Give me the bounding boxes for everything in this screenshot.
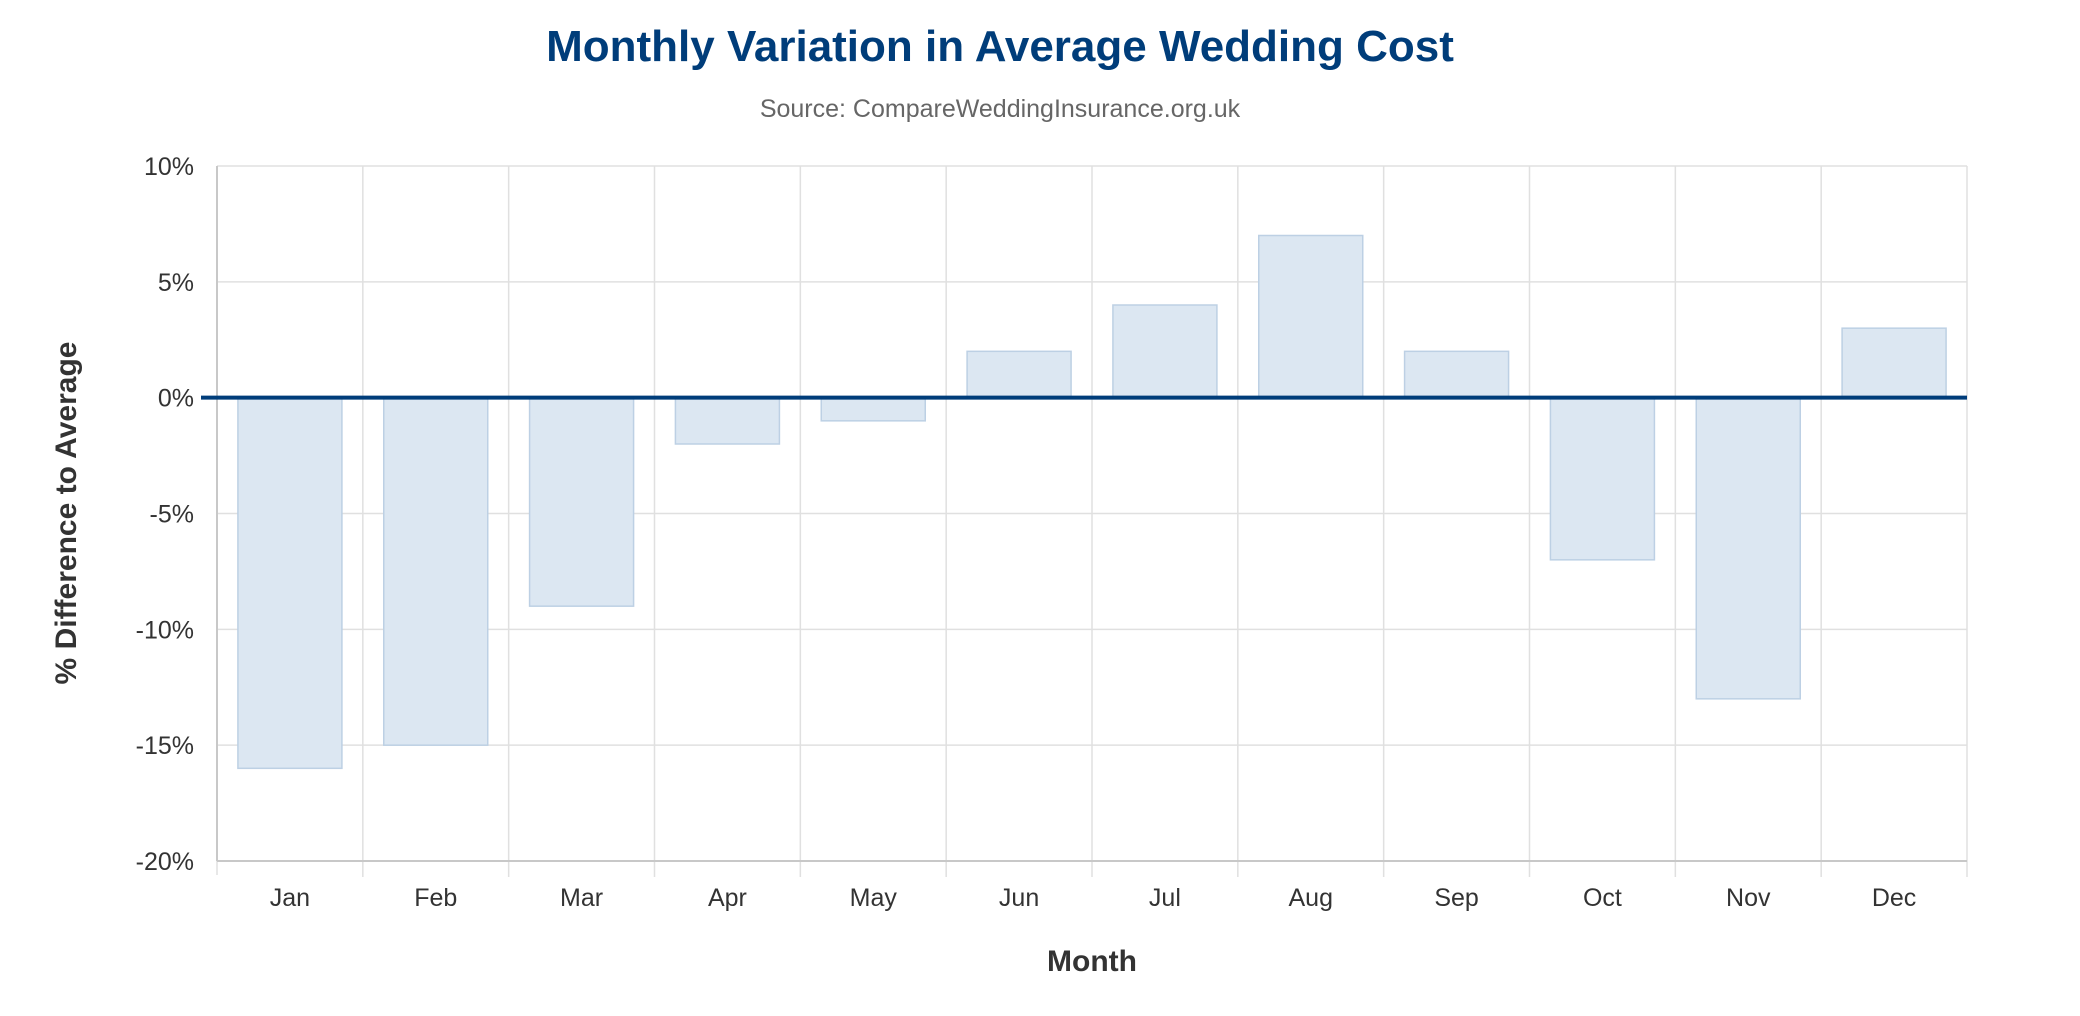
x-tick-label: Jul <box>1149 884 1181 912</box>
x-tick-label: May <box>850 884 898 912</box>
y-tick-label: -15% <box>136 732 194 760</box>
bar-jun[interactable] <box>966 350 1072 399</box>
y-tick-label: -5% <box>150 501 194 529</box>
x-tick-label: Aug <box>1289 884 1333 912</box>
x-tick-label: Jan <box>270 884 310 912</box>
x-tick-label: Sep <box>1434 884 1478 912</box>
bar-nov[interactable] <box>1695 396 1801 700</box>
bar-layer <box>237 234 1947 770</box>
bar-feb[interactable] <box>383 396 489 746</box>
y-tick-label: -20% <box>136 848 194 876</box>
bar-apr[interactable] <box>674 396 781 445</box>
x-tick-label: Mar <box>560 884 603 912</box>
bar-sep[interactable] <box>1403 350 1510 399</box>
x-tick-label: Apr <box>708 884 747 912</box>
y-tick-label: -10% <box>136 616 194 644</box>
y-tick-label: 5% <box>158 269 194 297</box>
bar-aug[interactable] <box>1258 234 1364 399</box>
x-tick-label: Jun <box>999 884 1039 912</box>
x-tick-label: Nov <box>1726 884 1771 912</box>
chart-subtitle: Source: CompareWeddingInsurance.org.uk <box>759 95 1241 123</box>
x-axis-title: Month <box>1047 945 1137 978</box>
x-tick-label: Dec <box>1872 884 1916 912</box>
bar-jul[interactable] <box>1112 304 1218 399</box>
bar-may[interactable] <box>820 396 926 422</box>
chart-title: Monthly Variation in Average Wedding Cos… <box>546 22 1454 71</box>
x-tick-label: Feb <box>414 884 457 912</box>
bar-jan[interactable] <box>237 396 343 770</box>
label-layer: 10% 5% 0% -5% -10% -15% -20% Jan Feb Mar Apr May Jun… <box>136 153 1917 912</box>
bar-oct[interactable] <box>1549 396 1656 561</box>
x-tick-label: Oct <box>1583 884 1622 912</box>
bar-mar[interactable] <box>528 396 635 607</box>
y-axis-title: % Difference to Average <box>50 342 83 685</box>
axis-layer <box>201 166 1967 862</box>
y-tick-label: 10% <box>144 153 194 181</box>
y-tick-label: 0% <box>158 385 194 413</box>
bar-dec[interactable] <box>1841 327 1947 399</box>
